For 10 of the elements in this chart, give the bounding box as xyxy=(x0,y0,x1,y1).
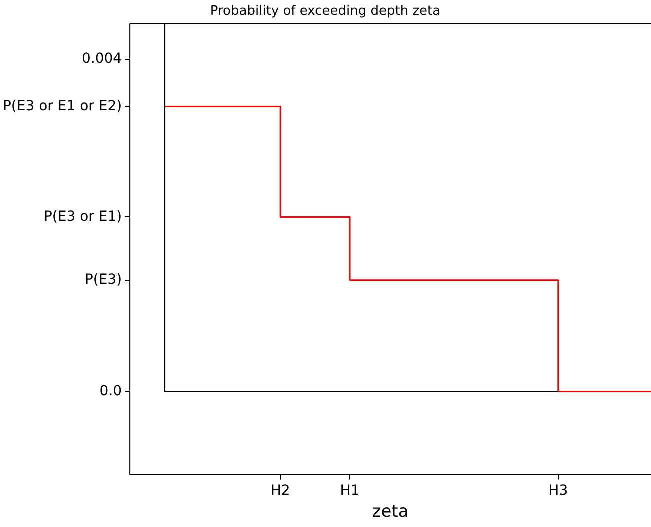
y-tick-label: 0.004 xyxy=(82,50,122,67)
y-tick-label: P(E3 or E1 or E2) xyxy=(2,98,122,114)
chart-title: Probability of exceeding depth zeta xyxy=(210,4,441,20)
x-axis-title: zeta xyxy=(372,502,409,522)
y-tick-label: P(E3 or E1) xyxy=(44,208,122,225)
x-tick-label: H3 xyxy=(548,482,568,499)
x-tick-label: H2 xyxy=(270,482,290,499)
y-tick-label: P(E3) xyxy=(84,272,122,288)
x-tick-label: H1 xyxy=(340,482,360,499)
y-tick-label: 0.0 xyxy=(100,383,122,400)
